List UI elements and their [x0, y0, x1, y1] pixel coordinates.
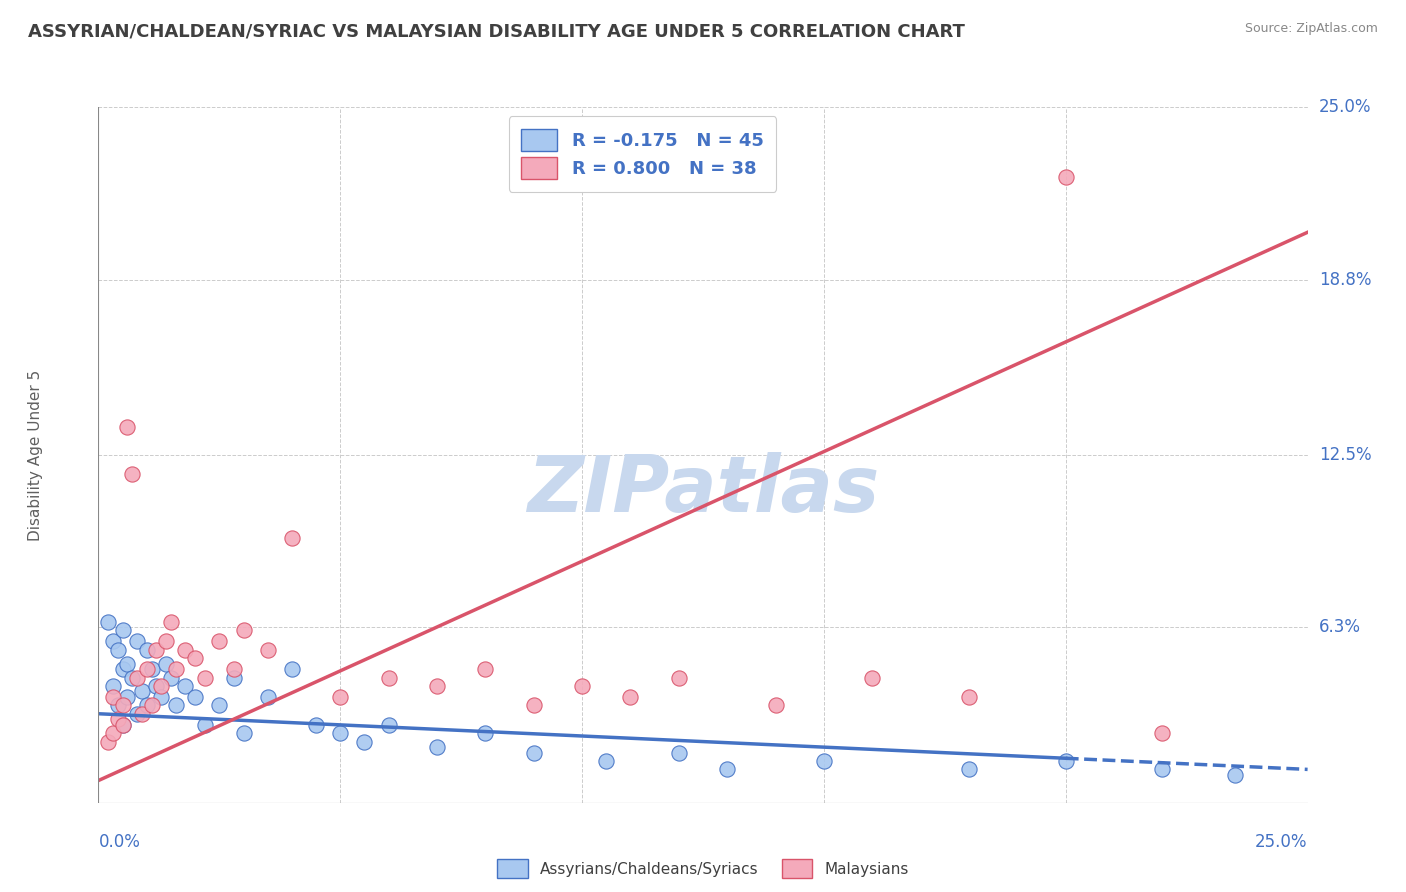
- Text: 0.0%: 0.0%: [98, 833, 141, 851]
- Point: [174, 679, 197, 693]
- Point: [150, 679, 173, 693]
- Point: [716, 763, 738, 777]
- Point: [1152, 726, 1174, 740]
- Text: 18.8%: 18.8%: [1319, 270, 1371, 289]
- Point: [150, 690, 173, 704]
- Point: [860, 671, 883, 685]
- Point: [184, 651, 207, 665]
- Point: [121, 671, 143, 685]
- Point: [329, 726, 352, 740]
- Point: [813, 754, 835, 768]
- Point: [160, 671, 183, 685]
- Point: [101, 679, 124, 693]
- Point: [208, 698, 231, 713]
- Point: [135, 662, 157, 676]
- Text: ASSYRIAN/CHALDEAN/SYRIAC VS MALAYSIAN DISABILITY AGE UNDER 5 CORRELATION CHART: ASSYRIAN/CHALDEAN/SYRIAC VS MALAYSIAN DI…: [28, 22, 965, 40]
- Point: [135, 698, 157, 713]
- Point: [131, 684, 153, 698]
- Point: [353, 734, 375, 748]
- Point: [222, 662, 245, 676]
- Point: [117, 690, 139, 704]
- Point: [145, 642, 167, 657]
- Point: [135, 642, 157, 657]
- Point: [1152, 763, 1174, 777]
- Text: ZIPatlas: ZIPatlas: [527, 451, 879, 528]
- Point: [474, 726, 496, 740]
- Point: [174, 642, 197, 657]
- Point: [957, 690, 980, 704]
- Point: [107, 712, 129, 726]
- Point: [160, 615, 183, 629]
- Point: [426, 679, 449, 693]
- Point: [232, 726, 254, 740]
- Point: [281, 662, 304, 676]
- Text: 25.0%: 25.0%: [1319, 98, 1371, 116]
- Point: [111, 718, 134, 732]
- Point: [145, 679, 167, 693]
- Point: [121, 467, 143, 482]
- Point: [107, 642, 129, 657]
- Point: [131, 706, 153, 721]
- Text: Source: ZipAtlas.com: Source: ZipAtlas.com: [1244, 22, 1378, 36]
- Point: [155, 634, 177, 648]
- Point: [281, 532, 304, 546]
- Point: [111, 662, 134, 676]
- Point: [141, 662, 163, 676]
- Point: [155, 657, 177, 671]
- Point: [474, 662, 496, 676]
- Point: [165, 662, 187, 676]
- Text: 12.5%: 12.5%: [1319, 446, 1371, 464]
- Point: [101, 690, 124, 704]
- Text: Disability Age Under 5: Disability Age Under 5: [28, 369, 44, 541]
- Point: [1054, 169, 1077, 184]
- Point: [256, 642, 278, 657]
- Point: [377, 718, 399, 732]
- Point: [101, 726, 124, 740]
- Point: [426, 740, 449, 755]
- Point: [111, 698, 134, 713]
- Point: [571, 679, 593, 693]
- Point: [256, 690, 278, 704]
- Point: [523, 746, 546, 760]
- Point: [222, 671, 245, 685]
- Point: [1223, 768, 1246, 782]
- Point: [668, 746, 690, 760]
- Point: [127, 671, 149, 685]
- Point: [595, 754, 617, 768]
- Point: [208, 634, 231, 648]
- Point: [194, 671, 217, 685]
- Point: [957, 763, 980, 777]
- Point: [117, 657, 139, 671]
- Point: [329, 690, 352, 704]
- Point: [305, 718, 328, 732]
- Point: [668, 671, 690, 685]
- Point: [141, 698, 163, 713]
- Point: [127, 634, 149, 648]
- Point: [194, 718, 217, 732]
- Point: [184, 690, 207, 704]
- Text: 6.3%: 6.3%: [1319, 618, 1361, 637]
- Point: [1054, 754, 1077, 768]
- Point: [111, 718, 134, 732]
- Point: [377, 671, 399, 685]
- Point: [97, 734, 120, 748]
- Point: [127, 706, 149, 721]
- Point: [765, 698, 787, 713]
- Point: [111, 624, 134, 638]
- Point: [523, 698, 546, 713]
- Point: [165, 698, 187, 713]
- Point: [117, 420, 139, 434]
- Point: [232, 624, 254, 638]
- Point: [619, 690, 641, 704]
- Point: [101, 634, 124, 648]
- Point: [107, 698, 129, 713]
- Legend: Assyrians/Chaldeans/Syriacs, Malaysians: Assyrians/Chaldeans/Syriacs, Malaysians: [489, 852, 917, 886]
- Text: 25.0%: 25.0%: [1256, 833, 1308, 851]
- Point: [97, 615, 120, 629]
